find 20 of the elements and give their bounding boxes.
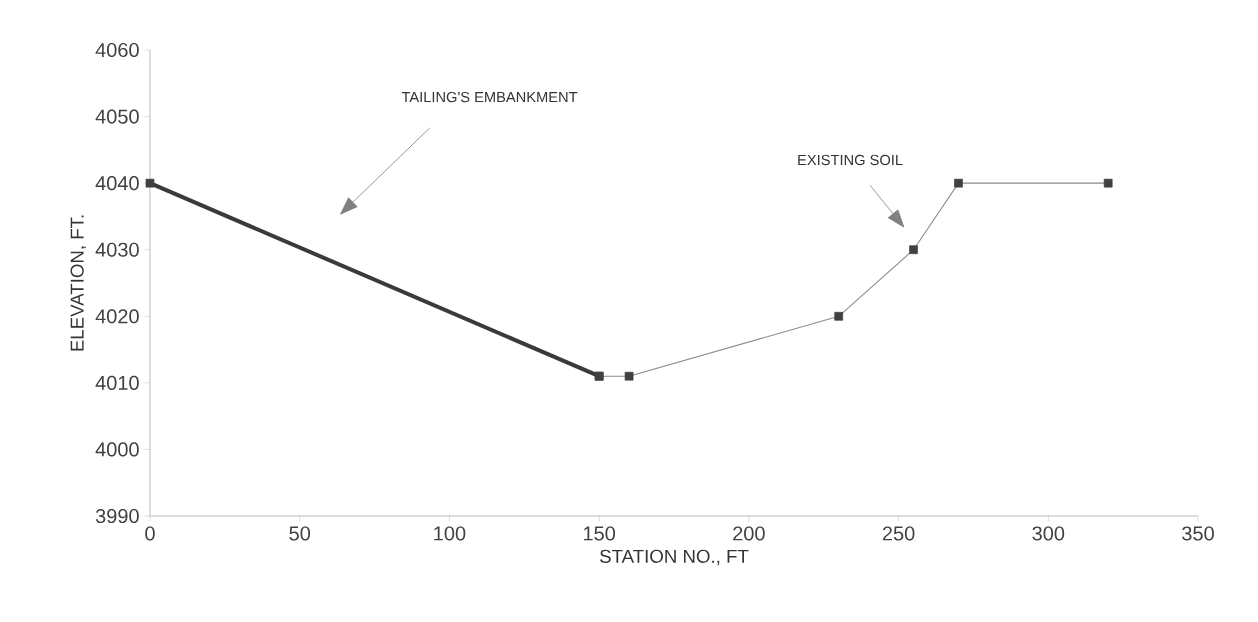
y-tick-label: 4010 bbox=[95, 375, 139, 390]
x-tick-label: 200 bbox=[733, 526, 765, 541]
y-axis-title: ELEVATION, FT. bbox=[70, 215, 86, 351]
y-tick-label: 4030 bbox=[95, 242, 139, 257]
x-tick-label: 0 bbox=[145, 526, 155, 541]
y-tick-label: 4040 bbox=[95, 176, 139, 191]
y-tick-label: 4020 bbox=[95, 309, 139, 324]
x-tick-label: 100 bbox=[434, 526, 466, 541]
x-axis-title: STATION NO., FT bbox=[600, 549, 749, 566]
x-tick-label: 300 bbox=[1032, 526, 1065, 541]
x-tick-label: 150 bbox=[583, 526, 616, 541]
y-tick-label: 4050 bbox=[95, 109, 139, 124]
y-tick-label: 3990 bbox=[95, 508, 139, 524]
x-tick-label: 350 bbox=[1182, 526, 1214, 541]
x-tick-label: 250 bbox=[882, 526, 915, 541]
y-tick-label: 4000 bbox=[95, 442, 139, 457]
annotation: TAILING'S EMBANKMENT bbox=[401, 91, 578, 103]
y-tick-label: 4060 bbox=[95, 42, 139, 58]
annotation: EXISTING SOIL bbox=[798, 154, 903, 166]
x-tick-label: 50 bbox=[289, 526, 311, 541]
